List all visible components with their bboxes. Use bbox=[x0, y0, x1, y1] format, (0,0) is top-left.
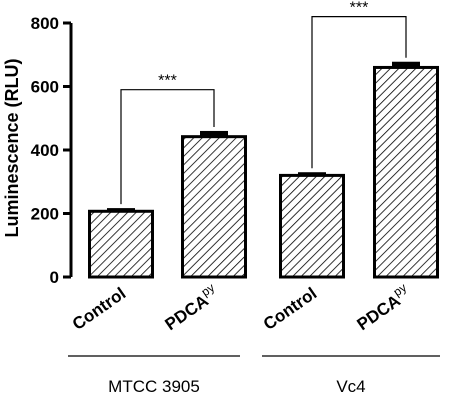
y-tick-label: 200 bbox=[31, 205, 59, 224]
category-label: PDCApy bbox=[351, 280, 414, 334]
y-tick-label: 0 bbox=[50, 268, 59, 287]
category-labels: Control PDCApy Control PDCApy bbox=[69, 280, 414, 334]
y-axis-title: Luminescence (RLU) bbox=[2, 58, 22, 237]
significance-label: *** bbox=[350, 0, 369, 17]
bracket-line bbox=[311, 16, 407, 169]
bar-group bbox=[88, 208, 154, 279]
group: MTCC 3905 bbox=[68, 355, 240, 396]
bar bbox=[181, 135, 247, 279]
bar bbox=[279, 173, 345, 279]
y-tick-label: 600 bbox=[31, 78, 59, 97]
category-label: Control bbox=[69, 284, 129, 334]
y-tick-label: 800 bbox=[31, 14, 59, 33]
significance-brackets: *** *** bbox=[120, 0, 407, 205]
group-label: Vc4 bbox=[336, 377, 365, 396]
significance-bracket: *** bbox=[311, 0, 407, 169]
bar bbox=[373, 65, 439, 279]
group-label: MTCC 3905 bbox=[108, 377, 200, 396]
bracket-line bbox=[120, 89, 215, 205]
significance-label: *** bbox=[158, 73, 177, 90]
bar-group bbox=[373, 61, 439, 279]
bar-group bbox=[181, 130, 247, 279]
y-tick-label: 400 bbox=[31, 141, 59, 160]
bar bbox=[88, 209, 154, 279]
category-label: PDCApy bbox=[159, 280, 222, 334]
significance-bracket: *** bbox=[120, 73, 215, 205]
bar-group bbox=[279, 172, 345, 279]
group-labels: MTCC 3905 Vc4 bbox=[68, 355, 440, 396]
error-bar bbox=[392, 61, 420, 68]
bars bbox=[88, 61, 439, 279]
y-axis: 0 200 400 600 800 bbox=[31, 14, 73, 287]
group: Vc4 bbox=[262, 355, 440, 396]
error-bar bbox=[298, 172, 326, 176]
error-bar bbox=[200, 130, 228, 137]
category-label: Control bbox=[260, 284, 320, 334]
error-bar bbox=[107, 208, 135, 212]
